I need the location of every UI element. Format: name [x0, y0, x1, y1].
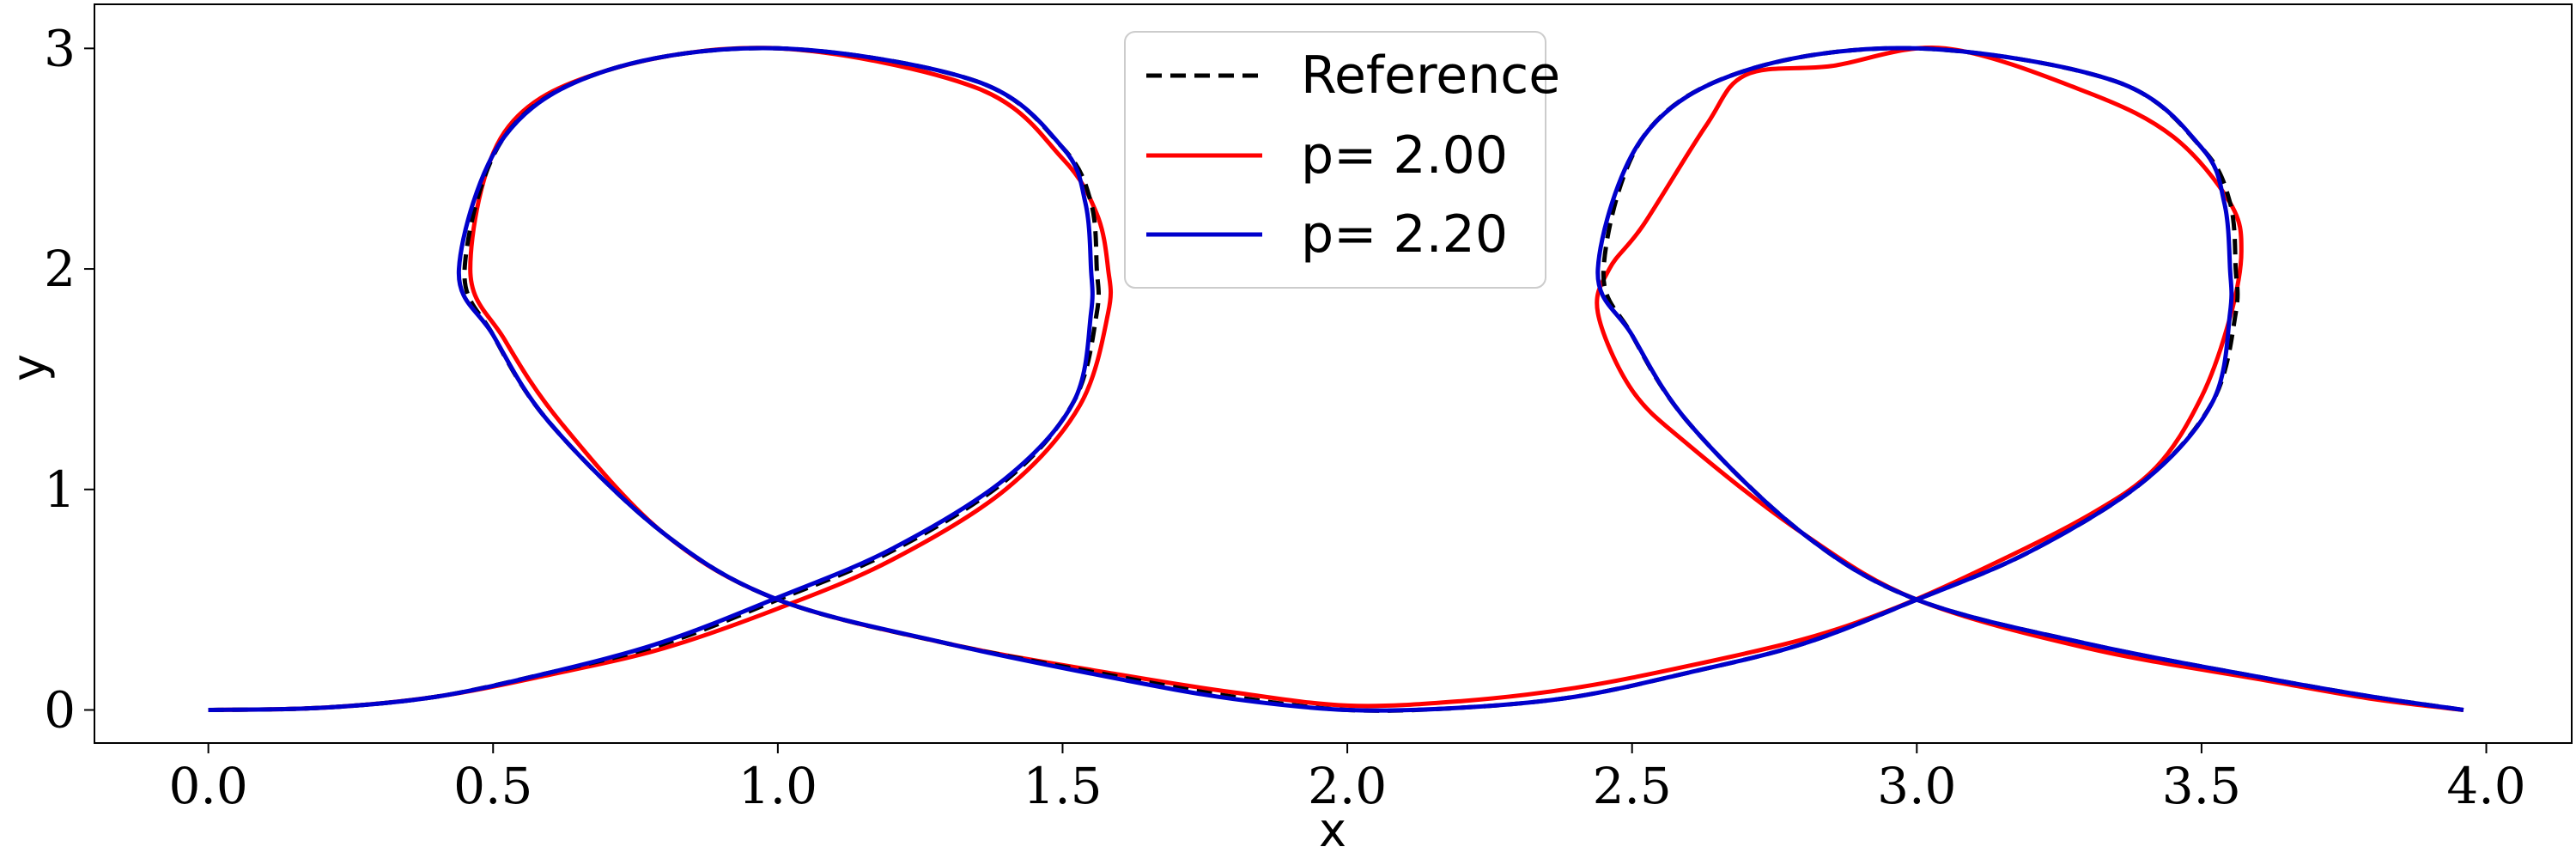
- x-tick-label: 2.5: [1593, 757, 1672, 815]
- plot-frame: [94, 3, 2573, 744]
- plot-lines: [208, 46, 2464, 713]
- legend: Reference p= 2.00 p= 2.20: [1124, 31, 1560, 289]
- y-tick-label: 0: [44, 680, 76, 739]
- x-tick-label: 1.5: [1023, 757, 1102, 815]
- x-tick-label: 0.5: [453, 757, 532, 815]
- y-tick-label: 2: [44, 240, 76, 298]
- x-tick-label: 3.5: [2162, 757, 2241, 815]
- legend-label-p200: p= 2.00: [1301, 125, 1508, 186]
- y-axis-label: y: [2, 354, 56, 381]
- series-line-1: [208, 46, 2464, 712]
- legend-label-p220: p= 2.20: [1301, 204, 1508, 265]
- y-tick-label: 1: [44, 460, 76, 519]
- x-tick-label: 1.0: [738, 757, 817, 815]
- x-axis-label: x: [1319, 803, 1346, 857]
- x-tick-label: 4.0: [2446, 757, 2525, 815]
- x-tick-label: 3.0: [1877, 757, 1956, 815]
- legend-label-reference: Reference: [1301, 46, 1560, 106]
- y-tick-label: 3: [44, 19, 76, 77]
- ticks: 0.0 0.5 1.0 1.5 2.0 2.5 3.0 3.5 4.0 0 1 2 3: [44, 19, 2526, 815]
- x-tick-label: 0.0: [169, 757, 248, 815]
- legend-box: [1124, 31, 1546, 289]
- series-line-2: [208, 46, 2464, 713]
- x-tick-label: 2.0: [1308, 757, 1387, 815]
